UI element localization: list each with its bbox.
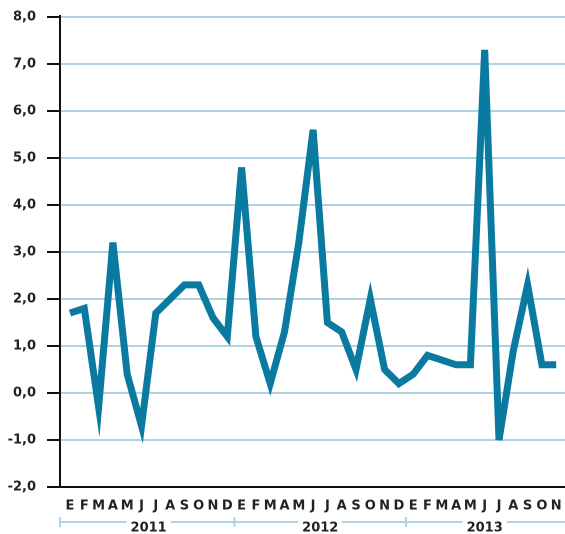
- y-tick-label: 5,0: [13, 151, 36, 166]
- x-tick-label: A: [165, 499, 175, 514]
- y-tick-label: 0,0: [13, 386, 36, 401]
- x-tick-label: J: [310, 499, 316, 514]
- y-tick-label: 7,0: [13, 57, 36, 72]
- x-tick-label: F: [80, 499, 89, 514]
- line: [68, 49, 557, 444]
- y-tick-label: 4,0: [13, 198, 36, 213]
- x-tick-label: D: [222, 499, 233, 514]
- x-tick-label: N: [551, 499, 562, 514]
- x-tick-label: M: [92, 499, 105, 514]
- year-label: 2013: [467, 521, 503, 534]
- x-tick-label: E: [237, 499, 246, 514]
- x-tick-label: M: [435, 499, 448, 514]
- x-tick-label: M: [292, 499, 305, 514]
- x-tick-label: O: [365, 499, 376, 514]
- x-tick-label: E: [66, 499, 75, 514]
- x-tick-label: S: [180, 499, 189, 514]
- x-tick-label: S: [523, 499, 532, 514]
- y-tick-label: 3,0: [13, 245, 36, 260]
- x-tick-label: J: [496, 499, 502, 514]
- y-tick-label: 6,0: [13, 104, 36, 119]
- x-tick-label: J: [152, 499, 158, 514]
- x-tick-label: J: [138, 499, 144, 514]
- x-tick-label: A: [508, 499, 518, 514]
- x-tick-label: A: [108, 499, 118, 514]
- x-tick-label: M: [121, 499, 134, 514]
- x-tick-label: A: [451, 499, 461, 514]
- x-tick-label: O: [536, 499, 547, 514]
- year-label-bg: [462, 514, 507, 530]
- x-tick-label: N: [379, 499, 390, 514]
- x-tick-label: J: [324, 499, 330, 514]
- x-tick-label: A: [279, 499, 289, 514]
- x-tick-label: N: [208, 499, 219, 514]
- x-tick-label: M: [264, 499, 277, 514]
- x-tick-label: A: [337, 499, 347, 514]
- x-tick-label: M: [464, 499, 477, 514]
- year-label-bg: [126, 514, 171, 530]
- year-label: 2012: [302, 521, 338, 534]
- x-tick-label: F: [423, 499, 432, 514]
- x-tick-label: E: [409, 499, 418, 514]
- x-tick-label: J: [481, 499, 487, 514]
- y-tick-label: 1,0: [13, 339, 36, 354]
- year-label: 2011: [131, 521, 167, 534]
- y-tick-label: 8,0: [13, 10, 36, 25]
- y-tick-label: 2,0: [13, 292, 36, 307]
- x-tick-label: O: [193, 499, 204, 514]
- year-label-bg: [298, 514, 343, 530]
- x-tick-label: D: [394, 499, 405, 514]
- y-tick-label: -2,0: [8, 480, 36, 495]
- x-tick-label: S: [351, 499, 360, 514]
- y-tick-label: -1,0: [8, 433, 36, 448]
- x-tick-label: F: [251, 499, 260, 514]
